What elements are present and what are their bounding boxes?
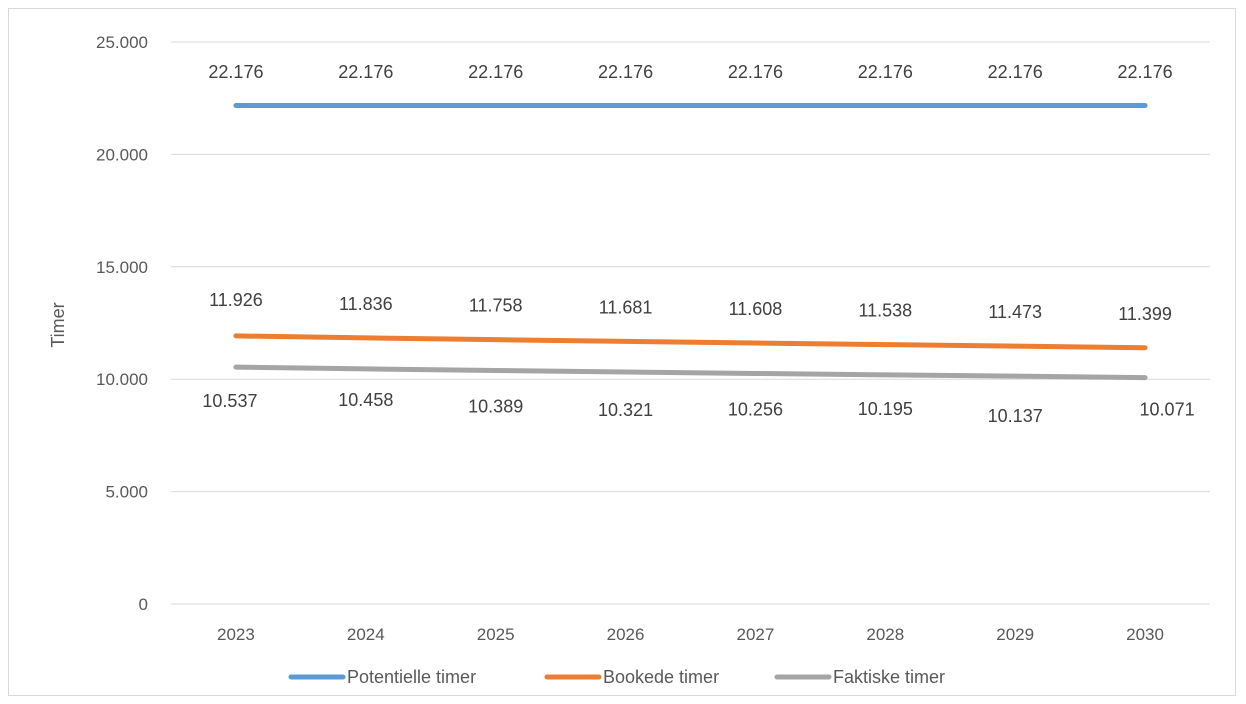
data-label: 10.256 xyxy=(728,399,783,419)
data-labels: 22.176 22.176 22.176 22.176 22.176 22.176 22.1… xyxy=(202,62,1194,426)
y-tick-label: 10.000 xyxy=(96,370,148,389)
data-label: 11.758 xyxy=(469,296,523,316)
data-label: 11.926 xyxy=(209,290,263,310)
legend: Potentielle timer Bookede timer Faktiske t… xyxy=(288,667,945,687)
y-tick-label: 25.000 xyxy=(96,33,148,52)
data-label: 10.195 xyxy=(858,399,913,419)
legend-label: Potentielle timer xyxy=(347,667,476,687)
data-label: 10.389 xyxy=(468,396,523,416)
data-label: 10.137 xyxy=(988,406,1043,426)
data-label: 22.176 xyxy=(468,62,523,82)
data-label: 22.176 xyxy=(988,62,1043,82)
x-axis: 2023 2024 2025 2026 2027 2028 2029 2030 xyxy=(217,625,1164,644)
data-label: 11.473 xyxy=(988,302,1042,322)
legend-label: Bookede timer xyxy=(603,667,719,687)
data-label: 11.608 xyxy=(729,299,783,319)
y-tick-label: 0 xyxy=(139,595,148,614)
data-label: 22.176 xyxy=(728,62,783,82)
gridlines xyxy=(171,41,1210,605)
legend-label: Faktiske timer xyxy=(833,667,945,687)
x-tick-label: 2028 xyxy=(866,625,904,644)
data-label: 22.176 xyxy=(598,62,653,82)
x-tick-label: 2025 xyxy=(477,625,515,644)
data-label: 22.176 xyxy=(858,62,913,82)
data-label: 11.399 xyxy=(1118,304,1172,324)
y-tick-label: 20.000 xyxy=(96,145,148,164)
y-axis: 0 5.000 10.000 15.000 20.000 25.000 xyxy=(96,33,148,614)
y-tick-label: 5.000 xyxy=(105,483,148,502)
x-tick-label: 2030 xyxy=(1126,625,1164,644)
data-label: 22.176 xyxy=(338,62,393,82)
y-tick-label: 15.000 xyxy=(96,258,148,277)
data-label: 10.071 xyxy=(1140,400,1195,420)
data-label: 11.836 xyxy=(339,294,393,314)
series-line-2 xyxy=(233,333,1148,351)
data-label: 11.681 xyxy=(599,297,653,317)
x-tick-label: 2024 xyxy=(347,625,385,644)
data-label: 22.176 xyxy=(208,62,263,82)
chart-frame xyxy=(8,8,1236,696)
x-tick-label: 2026 xyxy=(607,625,645,644)
data-label: 10.537 xyxy=(202,391,257,411)
data-label: 22.176 xyxy=(1118,62,1173,82)
x-tick-label: 2023 xyxy=(217,625,255,644)
data-label: 11.538 xyxy=(858,301,912,321)
y-axis-title: Timer xyxy=(48,302,68,347)
x-tick-label: 2027 xyxy=(737,625,775,644)
series-line-3 xyxy=(233,364,1148,381)
series-lines xyxy=(233,102,1148,381)
data-label: 10.321 xyxy=(598,400,653,420)
x-tick-label: 2029 xyxy=(996,625,1034,644)
data-label: 10.458 xyxy=(338,390,393,410)
